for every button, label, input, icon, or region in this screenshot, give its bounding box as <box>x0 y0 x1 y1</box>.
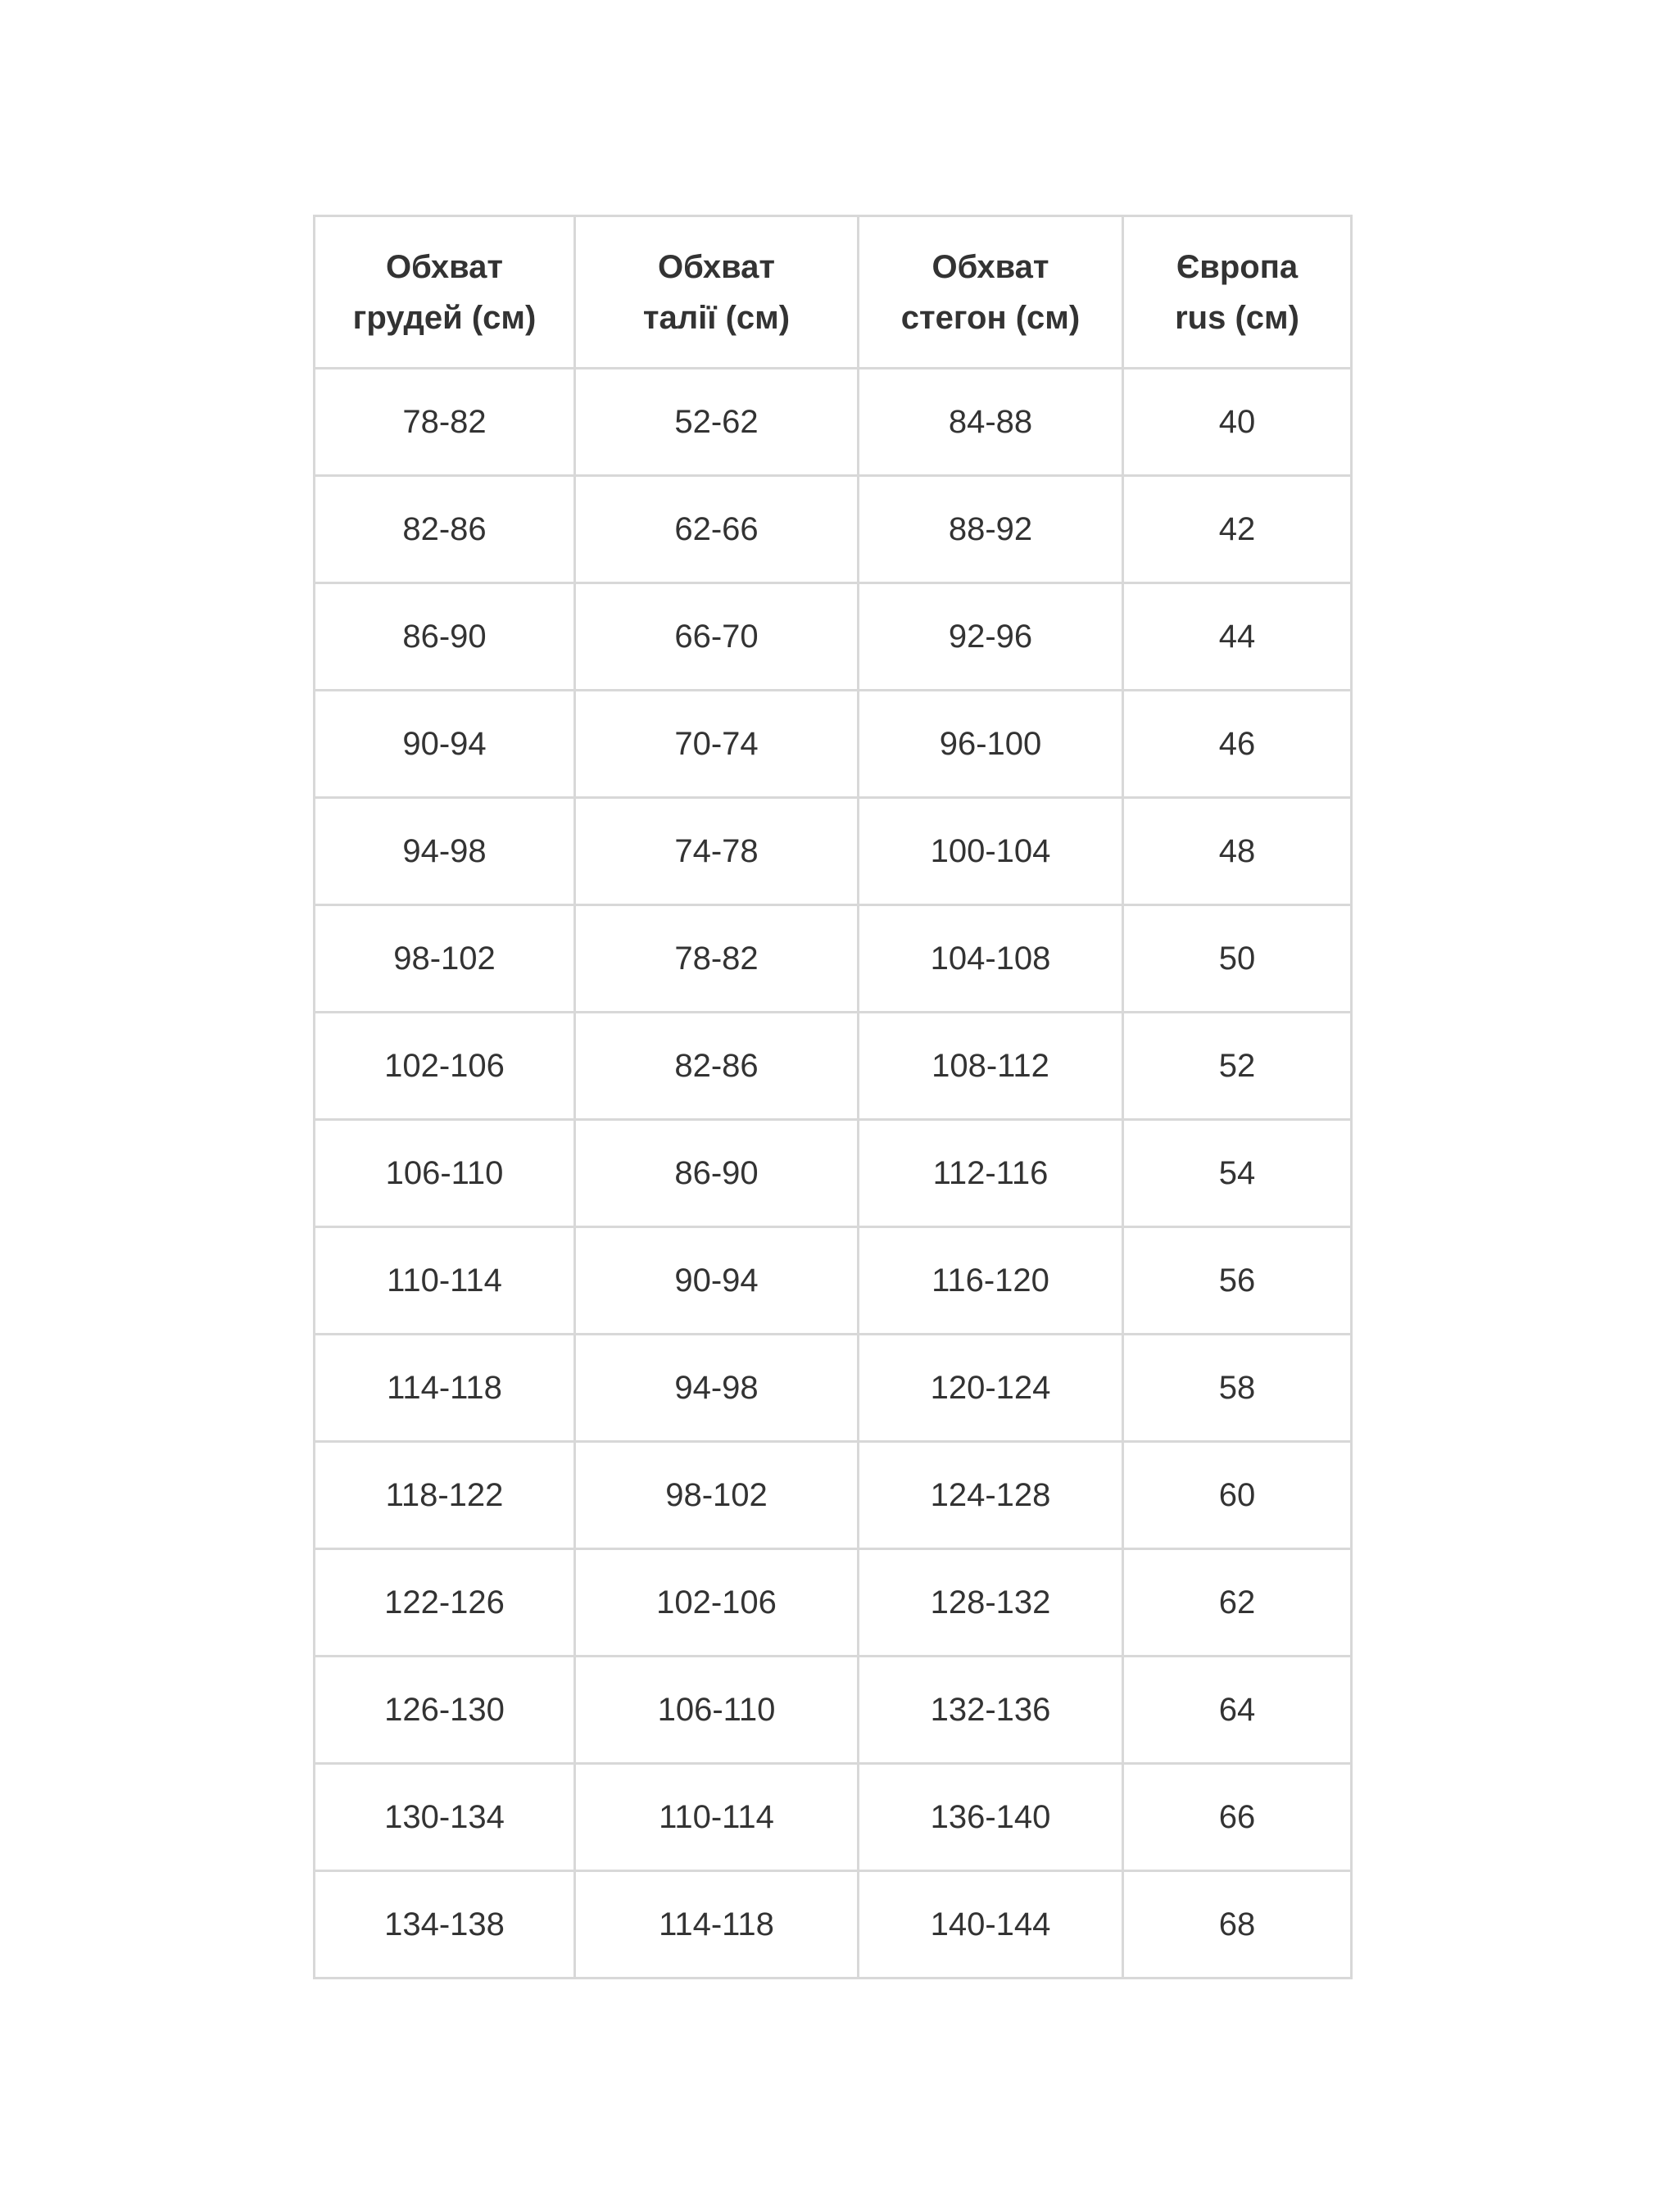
table-row: 114-118 94-98 120-124 58 <box>313 1333 1353 1443</box>
table-row: 126-130 106-110 132-136 64 <box>313 1655 1353 1765</box>
table-cell: 60 <box>1122 1440 1353 1550</box>
table-cell: 134-138 <box>313 1870 576 1979</box>
table-cell: 94-98 <box>313 796 576 906</box>
table-cell: 90-94 <box>573 1226 859 1335</box>
table-cell: 114-118 <box>313 1333 576 1443</box>
table-cell: 112-116 <box>857 1118 1124 1228</box>
header-hips: Обхват стегон (см) <box>857 215 1124 369</box>
table-cell: 62-66 <box>573 474 859 584</box>
table-cell: 78-82 <box>313 367 576 477</box>
table-cell: 44 <box>1122 582 1353 691</box>
table-row: 78-82 52-62 84-88 40 <box>313 367 1353 477</box>
header-europe: Європа rus (см) <box>1122 215 1353 369</box>
table-body: 78-82 52-62 84-88 40 82-86 62-66 88-92 42 86-90 6… <box>313 367 1353 1979</box>
table-cell: 124-128 <box>857 1440 1124 1550</box>
table-cell: 106-110 <box>313 1118 576 1228</box>
table-row: 106-110 86-90 112-116 54 <box>313 1118 1353 1228</box>
table-cell: 122-126 <box>313 1548 576 1657</box>
table-cell: 50 <box>1122 904 1353 1013</box>
table-cell: 98-102 <box>313 904 576 1013</box>
table-cell: 40 <box>1122 367 1353 477</box>
table-cell: 54 <box>1122 1118 1353 1228</box>
table-cell: 126-130 <box>313 1655 576 1765</box>
table-cell: 114-118 <box>573 1870 859 1979</box>
table-cell: 132-136 <box>857 1655 1124 1765</box>
header-row: Обхват грудей (см) Обхват талії (см) Обх… <box>313 215 1353 369</box>
table-cell: 94-98 <box>573 1333 859 1443</box>
table-cell: 62 <box>1122 1548 1353 1657</box>
table-cell: 52 <box>1122 1011 1353 1121</box>
table-cell: 110-114 <box>313 1226 576 1335</box>
table-row: 90-94 70-74 96-100 46 <box>313 689 1353 799</box>
table-cell: 108-112 <box>857 1011 1124 1121</box>
table-cell: 66-70 <box>573 582 859 691</box>
table-cell: 96-100 <box>857 689 1124 799</box>
table-row: 94-98 74-78 100-104 48 <box>313 796 1353 906</box>
table-cell: 110-114 <box>573 1762 859 1872</box>
table-row: 122-126 102-106 128-132 62 <box>313 1548 1353 1657</box>
table-row: 86-90 66-70 92-96 44 <box>313 582 1353 691</box>
table-cell: 140-144 <box>857 1870 1124 1979</box>
table-cell: 98-102 <box>573 1440 859 1550</box>
table-cell: 106-110 <box>573 1655 859 1765</box>
table-cell: 84-88 <box>857 367 1124 477</box>
table-cell: 128-132 <box>857 1548 1124 1657</box>
table-header: Обхват грудей (см) Обхват талії (см) Обх… <box>313 215 1353 369</box>
table-cell: 88-92 <box>857 474 1124 584</box>
table-cell: 42 <box>1122 474 1353 584</box>
table-cell: 100-104 <box>857 796 1124 906</box>
table-cell: 66 <box>1122 1762 1353 1872</box>
table-row: 134-138 114-118 140-144 68 <box>313 1870 1353 1979</box>
table-cell: 52-62 <box>573 367 859 477</box>
table-row: 102-106 82-86 108-112 52 <box>313 1011 1353 1121</box>
table-cell: 58 <box>1122 1333 1353 1443</box>
table-cell: 56 <box>1122 1226 1353 1335</box>
table-cell: 46 <box>1122 689 1353 799</box>
table-row: 98-102 78-82 104-108 50 <box>313 904 1353 1013</box>
table-row: 118-122 98-102 124-128 60 <box>313 1440 1353 1550</box>
table-cell: 116-120 <box>857 1226 1124 1335</box>
table-cell: 102-106 <box>573 1548 859 1657</box>
table-cell: 82-86 <box>313 474 576 584</box>
table-cell: 102-106 <box>313 1011 576 1121</box>
table-cell: 68 <box>1122 1870 1353 1979</box>
table-cell: 90-94 <box>313 689 576 799</box>
table-cell: 70-74 <box>573 689 859 799</box>
table-row: 110-114 90-94 116-120 56 <box>313 1226 1353 1335</box>
table-cell: 104-108 <box>857 904 1124 1013</box>
table-cell: 48 <box>1122 796 1353 906</box>
header-waist: Обхват талії (см) <box>573 215 859 369</box>
table-row: 82-86 62-66 88-92 42 <box>313 474 1353 584</box>
header-chest: Обхват грудей (см) <box>313 215 576 369</box>
table-cell: 78-82 <box>573 904 859 1013</box>
table-cell: 82-86 <box>573 1011 859 1121</box>
table-cell: 118-122 <box>313 1440 576 1550</box>
table-cell: 92-96 <box>857 582 1124 691</box>
size-chart-table: Обхват грудей (см) Обхват талії (см) Обх… <box>313 215 1353 1979</box>
table-cell: 74-78 <box>573 796 859 906</box>
table-cell: 86-90 <box>573 1118 859 1228</box>
table-row: 130-134 110-114 136-140 66 <box>313 1762 1353 1872</box>
table-cell: 136-140 <box>857 1762 1124 1872</box>
table-cell: 86-90 <box>313 582 576 691</box>
table-cell: 120-124 <box>857 1333 1124 1443</box>
table-cell: 64 <box>1122 1655 1353 1765</box>
table-cell: 130-134 <box>313 1762 576 1872</box>
